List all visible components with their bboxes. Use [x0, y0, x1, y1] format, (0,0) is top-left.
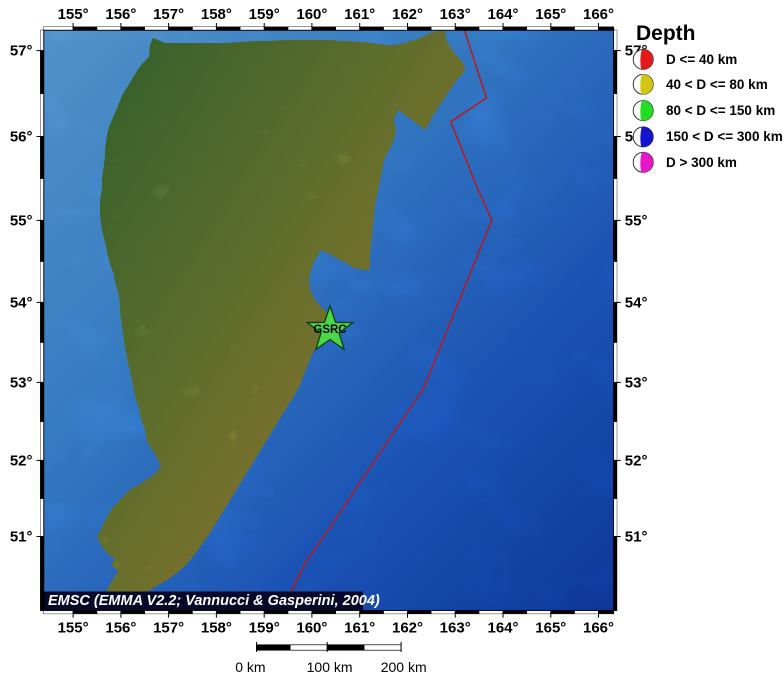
- svg-text:159°: 159°: [249, 6, 280, 23]
- svg-text:165°: 165°: [535, 6, 566, 23]
- svg-text:51°: 51°: [10, 529, 33, 546]
- svg-text:150 < D <= 300 km: 150 < D <= 300 km: [666, 129, 783, 144]
- svg-text:55°: 55°: [10, 212, 33, 229]
- svg-text:158°: 158°: [201, 6, 232, 23]
- svg-text:54°: 54°: [625, 294, 648, 311]
- svg-text:162°: 162°: [392, 620, 423, 637]
- svg-text:55°: 55°: [625, 212, 648, 229]
- svg-text:155°: 155°: [58, 6, 89, 23]
- svg-text:Depth: Depth: [636, 22, 696, 45]
- svg-text:57°: 57°: [10, 43, 33, 60]
- svg-text:GSRC: GSRC: [313, 324, 346, 336]
- svg-text:54°: 54°: [10, 294, 33, 311]
- svg-text:155°: 155°: [58, 620, 89, 637]
- svg-text:D <= 40 km: D <= 40 km: [666, 52, 737, 67]
- svg-text:200 km: 200 km: [381, 659, 427, 675]
- svg-text:158°: 158°: [201, 620, 232, 637]
- svg-text:EMSC (EMMA V2.2; Vannucci & Ga: EMSC (EMMA V2.2; Vannucci & Gasperini, 2…: [48, 593, 380, 609]
- svg-text:160°: 160°: [296, 620, 327, 637]
- svg-text:D > 300 km: D > 300 km: [666, 155, 737, 170]
- svg-text:159°: 159°: [249, 620, 280, 637]
- svg-text:162°: 162°: [392, 6, 423, 23]
- svg-text:56°: 56°: [10, 129, 33, 146]
- svg-text:163°: 163°: [440, 620, 471, 637]
- svg-text:53°: 53°: [625, 374, 648, 391]
- svg-text:156°: 156°: [105, 620, 136, 637]
- svg-text:100 km: 100 km: [307, 659, 353, 675]
- svg-text:157°: 157°: [153, 6, 184, 23]
- svg-text:52°: 52°: [625, 452, 648, 469]
- svg-text:80 < D <= 150 km: 80 < D <= 150 km: [666, 103, 775, 118]
- svg-text:163°: 163°: [440, 6, 471, 23]
- svg-text:40 < D <= 80 km: 40 < D <= 80 km: [666, 77, 768, 92]
- svg-text:52°: 52°: [10, 452, 33, 469]
- svg-text:166°: 166°: [583, 620, 614, 637]
- svg-text:0 km: 0 km: [235, 659, 265, 675]
- svg-text:53°: 53°: [10, 374, 33, 391]
- svg-text:51°: 51°: [625, 529, 648, 546]
- svg-text:164°: 164°: [487, 6, 518, 23]
- svg-text:164°: 164°: [487, 620, 518, 637]
- svg-text:160°: 160°: [296, 6, 327, 23]
- svg-text:166°: 166°: [583, 6, 614, 23]
- svg-text:161°: 161°: [344, 6, 375, 23]
- svg-text:156°: 156°: [105, 6, 136, 23]
- svg-text:161°: 161°: [344, 620, 375, 637]
- svg-text:165°: 165°: [535, 620, 566, 637]
- svg-text:157°: 157°: [153, 620, 184, 637]
